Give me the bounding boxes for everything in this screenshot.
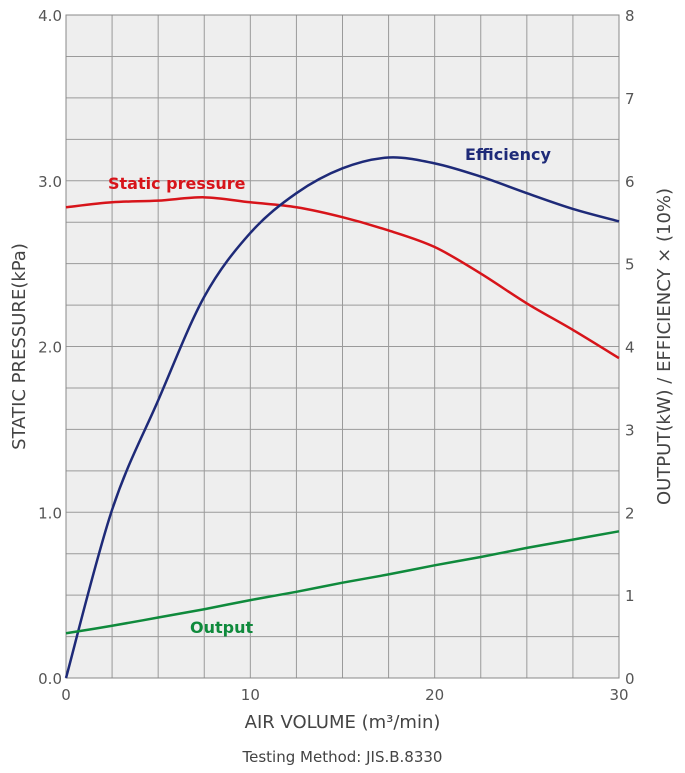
y2-tick-label: 0 — [625, 670, 635, 688]
plot-frame — [65, 14, 620, 679]
y2-axis-label: OUTPUT(kW) / EFFICIENCY × (10%) — [654, 188, 675, 505]
y2-tick-label: 5 — [625, 256, 635, 274]
static-pressure-label: Static pressure — [108, 174, 246, 193]
y-tick-label: 0.0 — [38, 670, 62, 688]
footnote: Testing Method: JIS.B.8330 — [242, 748, 443, 766]
y2-tick-label: 1 — [625, 587, 635, 605]
x-tick-label: 20 — [425, 686, 444, 704]
x-tick-label: 0 — [61, 686, 71, 704]
efficiency-label: Efficiency — [465, 145, 551, 164]
y-tick-label: 2.0 — [38, 339, 62, 357]
y2-tick-label: 3 — [625, 421, 635, 439]
y2-tick-label: 8 — [625, 7, 635, 25]
x-tick-label: 30 — [609, 686, 628, 704]
efficiency-line — [64, 156, 620, 679]
y2-tick-label: 4 — [625, 339, 635, 357]
y-tick-label: 3.0 — [38, 173, 62, 191]
output-line — [65, 530, 620, 635]
y-tick-label: 4.0 — [38, 7, 62, 25]
y-tick-label: 1.0 — [38, 504, 62, 522]
x-tick-label: 10 — [241, 686, 260, 704]
static-pressure-line — [65, 196, 620, 360]
y2-tick-label: 2 — [625, 504, 635, 522]
output-label: Output — [190, 618, 253, 637]
y-axis-label: STATIC PRESSURE(kPa) — [9, 243, 30, 450]
y2-tick-label: 6 — [625, 173, 635, 191]
x-axis-label: AIR VOLUME (m³/min) — [245, 712, 441, 733]
y2-tick-label: 7 — [625, 90, 635, 108]
